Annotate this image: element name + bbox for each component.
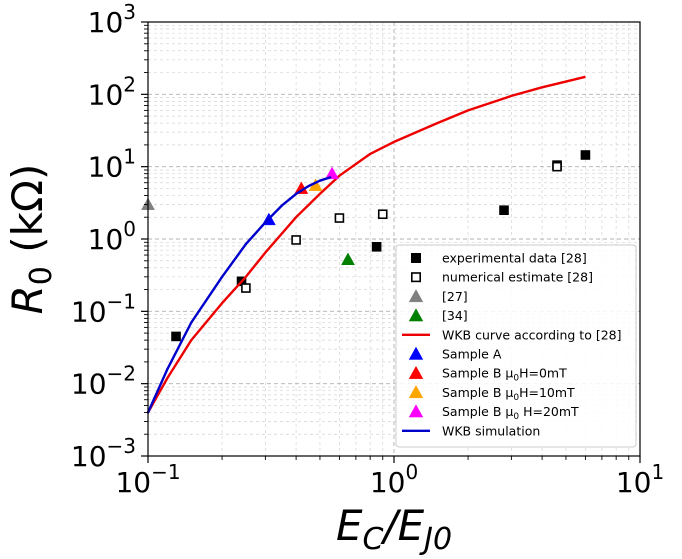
x-tick-label: 100: [370, 460, 418, 499]
legend-entry: Sample B μ0H=10mT: [408, 385, 575, 403]
legend-marker: [408, 289, 424, 303]
legend-entry: WKB curve according to [28]: [402, 327, 622, 342]
legend-entry: Sample B μ0 H=20mT: [408, 404, 579, 422]
series-point: [307, 184, 310, 188]
series-point: [264, 221, 267, 224]
legend-entry: Sample B μ0H=0mT: [408, 365, 567, 384]
legend-entry: WKB simulation: [402, 423, 540, 438]
legend-entry: Sample A: [408, 346, 502, 362]
plot-area: [141, 75, 591, 414]
legend-label: WKB simulation: [442, 423, 540, 438]
data-point: [241, 283, 251, 293]
legend-entry: [34]: [408, 308, 468, 323]
y-tick-label: 100: [88, 217, 136, 256]
legend-marker: [408, 385, 424, 399]
legend-label: Sample B μ0H=10mT: [442, 385, 575, 403]
legend-label: numerical estimate [28]: [442, 270, 593, 285]
y-tick-label: 102: [88, 72, 136, 111]
series-point: [244, 242, 248, 246]
x-tick-label: 101: [616, 460, 664, 499]
data-point: [325, 166, 339, 180]
axis-ticks: 10−1 100 101 10−3 10−2 10−1 100 101 102 103: [71, 0, 664, 499]
y-tick-label: 10−2: [71, 362, 136, 401]
legend-marker: [408, 308, 424, 322]
data-point: [171, 331, 181, 342]
legend-marker: [408, 404, 424, 418]
legend-marker: [408, 346, 424, 360]
legend-label: experimental data [28]: [442, 251, 587, 266]
y-axis-label: R0 (kΩ): [3, 164, 59, 315]
legend-label: Sample A: [442, 347, 502, 362]
series-numerical-estimate-28: [241, 161, 562, 293]
series-point: [166, 367, 169, 371]
data-point: [377, 209, 388, 220]
data-point: [334, 213, 345, 223]
x-tick-label: 10−1: [115, 460, 180, 499]
y-tick-label: 103: [88, 0, 136, 39]
legend-entry: numerical estimate [28]: [410, 270, 593, 285]
y-tick-label: 10−1: [71, 289, 136, 328]
legend-label: [27]: [442, 289, 468, 304]
legend-label: WKB curve according to [28]: [442, 327, 622, 342]
y-tick-label: 101: [88, 145, 136, 184]
data-point: [552, 161, 562, 172]
series-point: [190, 321, 193, 324]
series-34: [341, 252, 355, 265]
series-line: [146, 176, 331, 413]
legend-label: [34]: [442, 308, 468, 323]
legend-marker: [410, 272, 421, 283]
data-point: [499, 205, 509, 216]
series-point: [328, 176, 332, 179]
series-line: [146, 75, 586, 414]
legend-label: Sample B μ0 H=20mT: [442, 404, 579, 422]
series-sample-b-h-20mt: [325, 166, 339, 180]
series-wkb-curve-according-to-28: [146, 75, 586, 414]
series-point: [220, 275, 224, 279]
legend-box: [395, 244, 637, 448]
legend: experimental data [28] numerical estimate…: [395, 244, 637, 448]
data-point: [341, 252, 355, 265]
series-wkb-simulation: [146, 176, 332, 414]
series-point: [318, 179, 322, 182]
legend-entry: [27]: [408, 289, 468, 304]
y-tick-label: 10−3: [71, 434, 136, 473]
series-point: [280, 204, 284, 207]
legend-marker: [410, 253, 421, 264]
data-point: [291, 235, 301, 245]
legend-label: Sample B μ0H=0mT: [442, 366, 567, 384]
data-point: [580, 150, 591, 160]
x-axis-label: EC/EJ0: [336, 501, 452, 557]
data-point: [371, 242, 382, 252]
series-point: [294, 192, 298, 196]
legend-marker: [408, 365, 424, 379]
legend-entry: experimental data [28]: [410, 251, 587, 266]
